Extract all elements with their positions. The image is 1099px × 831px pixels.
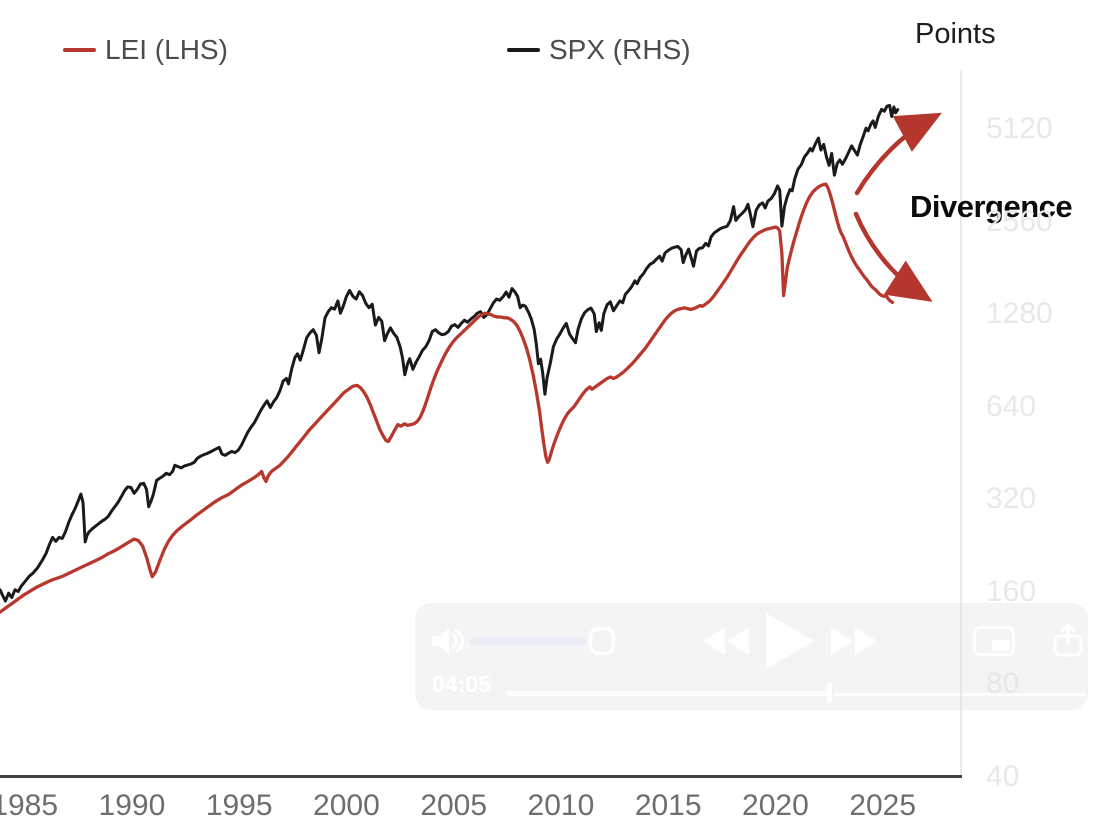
x-axis-tick-2020: 2020 (742, 789, 809, 822)
legend-dash-lei (63, 48, 96, 52)
right-axis-tick-5120: 5120 (986, 112, 1053, 145)
right-axis-tick-640: 640 (986, 389, 1037, 423)
x-axis-tick-2015: 2015 (634, 789, 702, 822)
airplay-icon[interactable] (588, 626, 616, 656)
x-axis-tick-2025: 2025 (849, 789, 917, 822)
x-axis-tick-2010: 2010 (527, 789, 595, 822)
legend-item-spx: SPX (RHS) (507, 34, 691, 66)
right-axis-title: Points (915, 18, 996, 50)
right-axis-tick-1280: 1280 (986, 297, 1053, 330)
rewind-icon[interactable] (703, 627, 749, 655)
legend-label-lei: LEI (LHS) (105, 34, 228, 65)
divergence-arrow-down (853, 211, 933, 302)
legend-item-lei: LEI (LHS) (63, 34, 228, 66)
play-icon[interactable] (766, 613, 814, 669)
share-icon[interactable] (1052, 622, 1084, 658)
progress-bar-played[interactable] (507, 691, 830, 696)
legend-dash-spx (507, 48, 540, 52)
x-axis-tick-2005: 2005 (420, 789, 488, 822)
series-line-spx (0, 103, 900, 603)
x-axis-tick-1995: 1995 (205, 789, 273, 822)
right-axis-tick-80: 80 (986, 667, 1020, 700)
right-axis-tick-160: 160 (986, 574, 1037, 608)
divergence-arrow-up (854, 112, 942, 196)
right-axis-tick-2560: 2560 (986, 204, 1053, 238)
series-line-lei (0, 182, 895, 614)
playhead[interactable] (827, 682, 832, 703)
video-player-overlay: 04:05 (415, 603, 1088, 710)
progress-bar-remaining[interactable] (833, 693, 1086, 696)
volume-icon[interactable] (432, 626, 466, 656)
fast-forward-icon[interactable] (831, 627, 877, 655)
divergence-annotation: Divergence (910, 189, 1073, 224)
right-axis-tick-40: 40 (986, 759, 1020, 793)
x-axis-tick-2000: 2000 (313, 789, 380, 822)
volume-slider[interactable] (470, 637, 586, 645)
pip-icon[interactable] (973, 626, 1015, 656)
x-axis-tick-1990: 1990 (98, 789, 166, 822)
right-axis-tick-320: 320 (986, 482, 1037, 515)
legend: LEI (LHS) SPX (RHS) (0, 34, 1099, 70)
elapsed-time: 04:05 (432, 671, 491, 697)
legend-label-spx: SPX (RHS) (549, 34, 691, 65)
x-axis-tick-1985: 1985 (0, 789, 59, 822)
